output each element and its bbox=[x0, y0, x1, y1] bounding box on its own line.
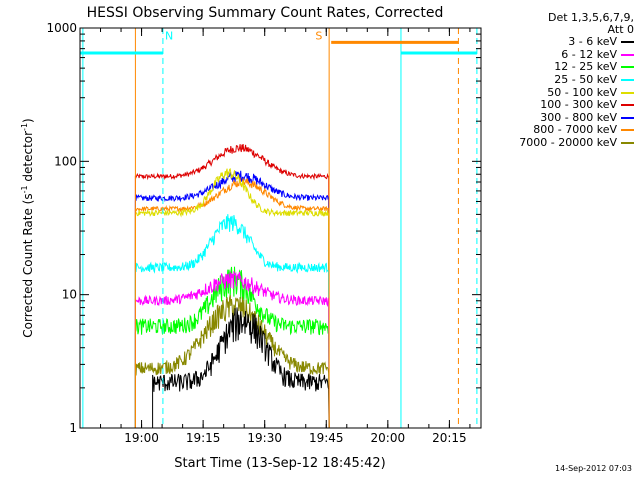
series-line-5 bbox=[134, 214, 330, 429]
series-line-4 bbox=[134, 167, 330, 429]
x-tick-label: 19:30 bbox=[247, 431, 282, 445]
x-tick-label: 19:15 bbox=[186, 431, 221, 445]
x-axis-label: Start Time (13-Sep-12 18:45:42) bbox=[174, 456, 385, 471]
series-line-7 bbox=[134, 271, 330, 429]
axis-layer: 19:00 19:15 19:30 19:45 20:00 20:15 1 10 100 1000 bbox=[46, 21, 481, 445]
series-layer bbox=[134, 144, 330, 429]
legend-swatch bbox=[621, 41, 634, 44]
y-tick-label: 100 bbox=[54, 154, 77, 168]
plot-frame bbox=[79, 27, 482, 429]
ylabel-sup1: -1 bbox=[20, 185, 29, 193]
series-line-8 bbox=[134, 294, 330, 429]
legend-label: 7000 - 20000 keV bbox=[519, 136, 617, 150]
ylabel-mid: detector bbox=[21, 131, 35, 186]
legend-label: 50 - 100 keV bbox=[547, 85, 617, 99]
ylabel-main: Corrected Count Rate (s bbox=[21, 193, 35, 337]
legend-item: 6 - 12 keV bbox=[484, 47, 634, 62]
chart-title: HESSI Observing Summary Count Rates, Cor… bbox=[87, 5, 444, 21]
legend-label: 300 - 800 keV bbox=[540, 110, 617, 124]
legend-swatch bbox=[621, 142, 634, 145]
legend-swatch bbox=[621, 66, 634, 69]
series-line-1 bbox=[134, 144, 330, 429]
legend-item: 25 - 50 keV bbox=[484, 74, 634, 87]
legend: Det 1,3,5,6,7,9, Att 0 3 - 6 keV 6 - 12 k… bbox=[484, 12, 634, 149]
x-tick-label: 19:00 bbox=[124, 431, 159, 445]
legend-rows: 3 - 6 keV 6 - 12 keV 12 - 25 keV 25 - 50 ke… bbox=[484, 36, 634, 149]
x-tick-label: 20:00 bbox=[371, 431, 406, 445]
series-line-9 bbox=[152, 307, 330, 429]
legend-label: 800 - 7000 keV bbox=[533, 123, 617, 137]
legend-label: 12 - 25 keV bbox=[554, 60, 617, 74]
legend-swatch bbox=[621, 53, 634, 56]
y-axis-label: Corrected Count Rate (s-1 detector-1) bbox=[20, 118, 35, 337]
legend-item: 300 - 800 keV bbox=[484, 110, 634, 125]
ylabel-sup2: -1 bbox=[20, 123, 29, 131]
legend-item: 800 - 7000 keV bbox=[484, 124, 634, 137]
legend-swatch bbox=[621, 104, 634, 107]
legend-item: 3 - 6 keV bbox=[484, 36, 634, 49]
legend-detectors: Det 1,3,5,6,7,9, bbox=[547, 11, 634, 24]
legend-swatch bbox=[621, 79, 634, 82]
legend-item: 100 - 300 keV bbox=[484, 99, 634, 112]
legend-swatch bbox=[621, 129, 634, 132]
legend-swatch bbox=[621, 91, 634, 94]
flag-label-s: S bbox=[315, 29, 322, 42]
legend-item: 12 - 25 keV bbox=[484, 61, 634, 74]
legend-attenuator: Att 0 bbox=[607, 23, 634, 36]
legend-label: 100 - 300 keV bbox=[540, 98, 617, 112]
legend-item: 50 - 100 keV bbox=[484, 86, 634, 99]
legend-item: 7000 - 20000 keV bbox=[484, 137, 634, 150]
legend-label: 25 - 50 keV bbox=[554, 73, 617, 87]
legend-label: 6 - 12 keV bbox=[561, 47, 617, 61]
series-line-2 bbox=[134, 170, 330, 429]
series-line-6 bbox=[134, 266, 330, 429]
y-tick-label: 1000 bbox=[46, 21, 77, 35]
y-tick-label: 10 bbox=[62, 288, 77, 302]
legend-label: 3 - 6 keV bbox=[568, 35, 617, 49]
legend-swatch bbox=[621, 116, 634, 119]
timestamp: 14-Sep-2012 07:03 bbox=[555, 464, 632, 473]
flag-label-n: N bbox=[165, 29, 173, 42]
ylabel-end: ) bbox=[21, 118, 35, 123]
x-tick-label: 20:15 bbox=[432, 431, 467, 445]
x-tick-label: 19:45 bbox=[309, 431, 344, 445]
y-tick-label: 1 bbox=[69, 421, 77, 435]
